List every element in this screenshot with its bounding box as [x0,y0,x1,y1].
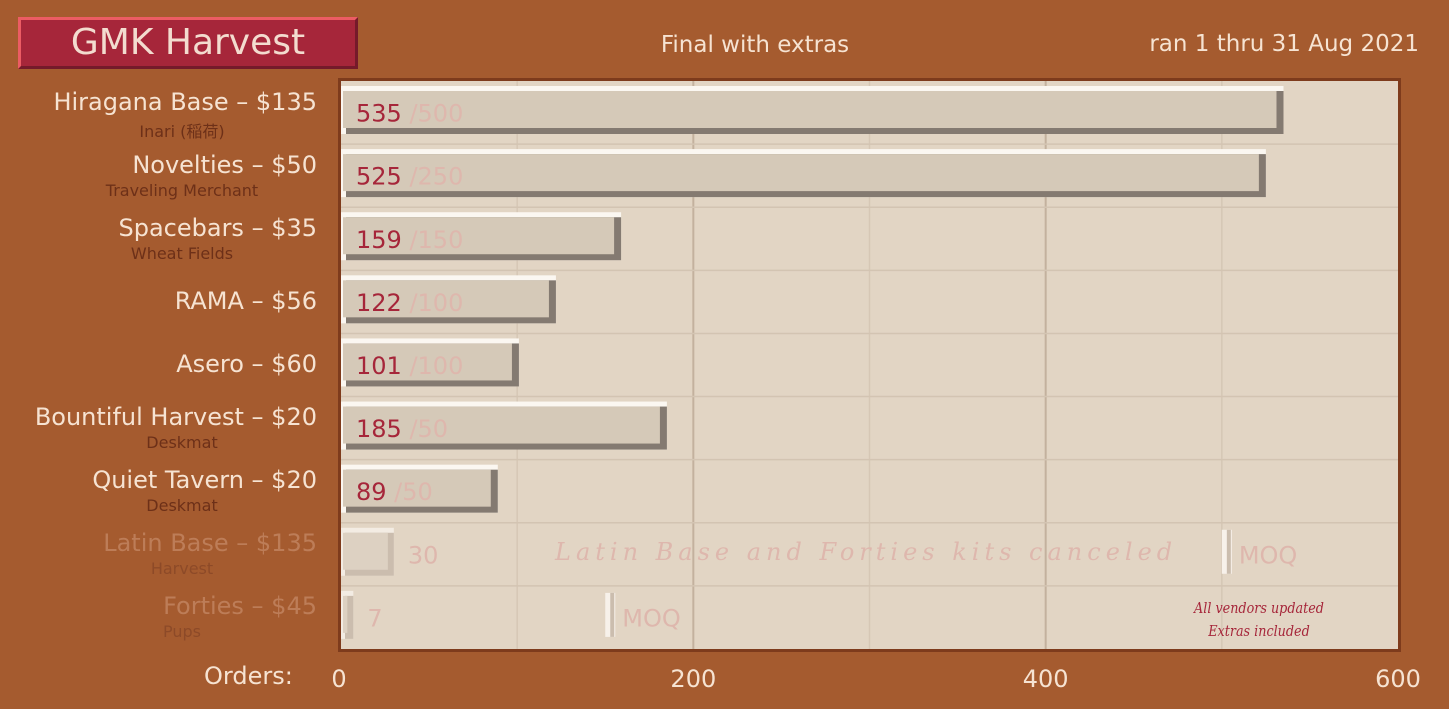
category-label: Novelties – $50 [132,150,317,179]
moq-label: MOQ [1239,541,1298,569]
bar [343,91,1277,128]
bar [343,343,512,381]
bar-value-label: 7 [367,604,382,632]
bar-value-label: 535 /500 [356,100,463,128]
extras-included-note: Extras included [1208,622,1310,640]
category-label: RAMA – $56 [174,286,317,315]
bar [343,469,491,507]
category-sublabel: Traveling Merchant [105,180,259,200]
category-label: Latin Base – $135 [103,529,317,558]
bar-value-label: 101 /100 [356,352,463,380]
category-label: Bountiful Harvest – $20 [34,403,317,432]
chart-title: GMK Harvest [18,17,358,69]
moq-marker-shadow [1226,529,1231,574]
bar-value-label: 122 /100 [356,289,463,317]
x-tick-label: 600 [1375,665,1421,693]
bar [343,280,549,318]
category-sublabel: Deskmat [146,496,218,516]
category-label: Hiragana Base – $135 [53,87,317,116]
category-sublabel: Harvest [150,559,214,579]
category-sublabel: Deskmat [146,433,218,453]
bar [343,532,388,570]
category-label: Quiet Tavern – $20 [92,466,317,495]
category-sublabel: Inari (稲荷) [139,121,225,141]
date-range: ran 1 thru 31 Aug 2021 [1149,31,1419,57]
chart-subtitle: Final with extras [660,32,850,58]
bar [343,154,1259,192]
vendors-updated-note: All vendors updated [1194,599,1324,617]
category-label: Asero – $60 [176,350,317,378]
bar [343,217,615,255]
category-label: Forties – $45 [163,592,317,621]
moq-marker-shadow [610,592,615,637]
bar [343,406,660,444]
bar-value-label: 525 /250 [356,163,463,191]
bar-value-label: 159 /150 [356,226,463,254]
x-tick-label: 200 [670,665,716,693]
bar-value-label: 89 /50 [356,478,433,506]
bar-shadow [345,595,354,639]
canceled-note: Latin Base and Forties kits canceled [555,538,1178,566]
category-sublabel: Wheat Fields [130,243,234,263]
x-axis-label: Orders: [204,662,293,690]
bar-value-label: 185 /50 [356,415,448,443]
moq-label: MOQ [622,604,681,632]
x-tick-label: 0 [331,665,346,693]
bar [343,595,348,633]
x-tick-label: 400 [1023,665,1069,693]
category-sublabel: Pups [163,622,201,642]
bar-value-label: 30 [408,541,439,569]
category-label: Spacebars – $35 [118,213,317,242]
